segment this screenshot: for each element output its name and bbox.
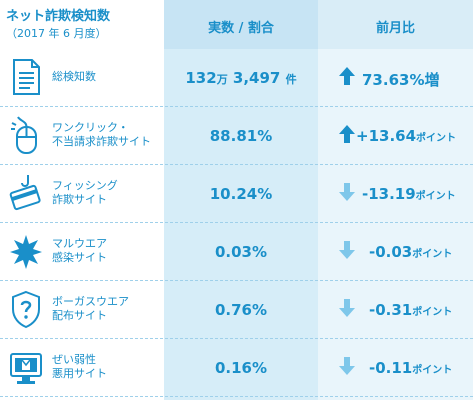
value-column-bg (164, 0, 318, 400)
row-divider (0, 396, 473, 397)
table-row-total: 総検知数 132万 3,497 件 73.63%増 (0, 49, 473, 106)
row-change: -0.31ポイント (369, 301, 453, 319)
row-label-line2: 感染サイト (52, 251, 107, 264)
table-row-malware: マルウエア 感染サイト 0.03% -0.03ポイント (0, 223, 473, 280)
row-label-line1: ボーガスウエア (52, 295, 129, 308)
row-label-line1: ぜい弱性 (52, 353, 96, 366)
row-divider (0, 222, 473, 223)
table-row-one-click: ワンクリック・ 不当請求詐欺サイト 88.81% +13.64ポイント (0, 107, 473, 164)
value-header-bg (164, 0, 318, 49)
change-column-bg (318, 0, 473, 400)
arrow-down-icon (339, 299, 355, 317)
row-label-line2: 悪用サイト (52, 367, 107, 380)
table-header: ネット詐欺検知数 （2017 年 6 月度） 実数 / 割合 前月比 (0, 0, 473, 49)
shield-question-icon (12, 290, 40, 329)
row-change: +13.64ポイント (356, 127, 457, 145)
table-row-phishing: フィッシング 詐欺サイト 10.24% -13.19ポイント (0, 165, 473, 222)
table-row-bogusware: ボーガスウエア 配布サイト 0.76% -0.31ポイント (0, 281, 473, 338)
table-row-vulnerability: ぜい弱性 悪用サイト 0.16% -0.11ポイント (0, 339, 473, 396)
row-divider (0, 338, 473, 339)
row-label-line1: マルウエア (52, 237, 107, 250)
row-label-line2: 配布サイト (52, 309, 107, 322)
document-icon (13, 59, 40, 95)
row-value: 88.81% (209, 127, 273, 145)
row-label-line2: 詐欺サイト (52, 193, 107, 206)
mouse-icon (11, 116, 37, 154)
row-divider (0, 164, 473, 165)
row-value: 0.16% (214, 359, 268, 377)
value-column-header: 実数 / 割合 (208, 21, 274, 36)
monitor-icon (10, 353, 42, 384)
card-hook-icon (9, 175, 41, 211)
virus-icon (10, 235, 42, 269)
arrow-up-icon (339, 125, 355, 143)
row-divider (0, 106, 473, 107)
arrow-down-icon (339, 241, 355, 259)
row-value: 0.76% (214, 301, 268, 319)
row-divider (0, 280, 473, 281)
row-label: 総検知数 (52, 70, 96, 83)
arrow-down-icon (339, 183, 355, 201)
row-change: -0.11ポイント (369, 359, 453, 377)
row-label-line1: フィッシング (52, 179, 118, 192)
change-header-bg (318, 0, 473, 49)
row-value: 10.24% (209, 185, 273, 203)
arrow-up-icon (339, 67, 355, 85)
row-label-line1: ワンクリック・ (52, 121, 129, 134)
change-column-header: 前月比 (375, 21, 415, 36)
row-value: 0.03% (214, 243, 268, 261)
row-label-line2: 不当請求詐欺サイト (52, 135, 151, 148)
table-subtitle: （2017 年 6 月度） (6, 27, 107, 40)
table-title: ネット詐欺検知数 (6, 9, 111, 24)
row-change: -0.03ポイント (369, 243, 453, 261)
row-change: -13.19ポイント (362, 185, 456, 203)
row-value: 132万 3,497 件 (185, 69, 297, 87)
arrow-down-icon (339, 357, 355, 375)
row-change: 73.63%増 (362, 71, 440, 89)
